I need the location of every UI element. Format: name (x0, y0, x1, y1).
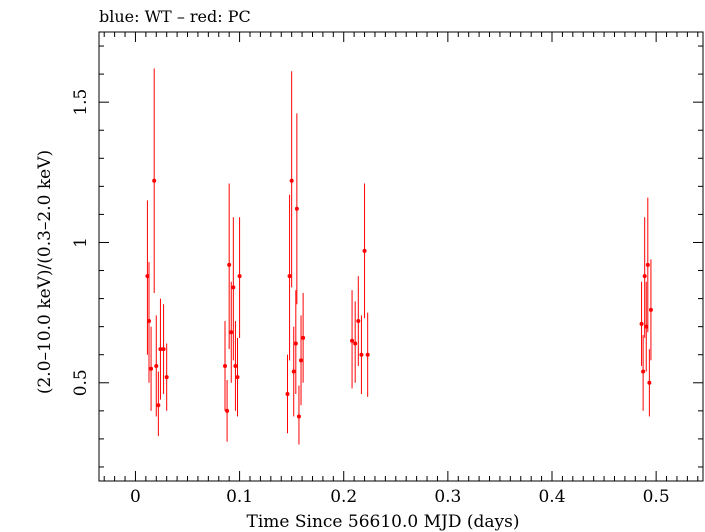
data-point (235, 337, 240, 417)
data-point (154, 315, 159, 417)
data-point (225, 379, 230, 442)
y-tick-label: 0.5 (71, 369, 91, 396)
data-point (237, 217, 242, 338)
data-marker (645, 262, 650, 267)
data-marker (161, 347, 166, 352)
x-tick-label: 0.5 (643, 487, 670, 507)
data-point (289, 71, 294, 288)
data-marker (641, 369, 646, 374)
data-point (285, 354, 290, 434)
data-marker (293, 341, 298, 346)
data-marker (356, 319, 361, 324)
data-marker (644, 324, 649, 329)
y-axis-label: (2.0–10.0 keV)/(0.3–2.0 keV) (35, 150, 55, 394)
data-marker (237, 274, 242, 279)
data-point (296, 385, 301, 445)
data-point (365, 312, 370, 397)
data-point (233, 321, 238, 411)
data-point (299, 315, 304, 406)
data-point (149, 326, 154, 411)
data-point (145, 200, 150, 355)
data-point (287, 194, 292, 361)
x-tick-label: 0.1 (226, 487, 253, 507)
data-marker (642, 274, 647, 279)
data-marker (145, 274, 150, 279)
data-marker (285, 392, 290, 397)
data-marker (648, 307, 653, 312)
data-marker (223, 363, 228, 368)
y-tick-label: 1.5 (71, 89, 91, 116)
data-marker (362, 248, 367, 253)
data-marker (353, 341, 358, 346)
data-point (294, 113, 299, 305)
data-marker (227, 262, 232, 267)
data-point (231, 217, 236, 361)
data-point (641, 335, 646, 411)
data-point (647, 349, 652, 417)
x-tick-label: 0.4 (538, 487, 565, 507)
x-tick-label: 0 (130, 487, 141, 507)
data-marker (289, 178, 294, 183)
data-point (164, 343, 169, 411)
chart-title: blue: WT – red: PC (99, 7, 251, 26)
data-point (158, 298, 163, 400)
data-point (161, 304, 166, 395)
data-point (301, 292, 306, 383)
axis-ticks (99, 32, 703, 481)
data-point (353, 301, 358, 383)
data-point (156, 371, 161, 437)
data-marker (154, 363, 159, 368)
plot-frame (98, 31, 704, 482)
data-marker (294, 206, 299, 211)
data-marker (149, 366, 154, 371)
data-marker (235, 375, 240, 380)
data-point (152, 68, 157, 293)
data-points (145, 68, 653, 445)
data-marker (350, 338, 355, 343)
data-point (362, 183, 367, 319)
y-tick-label: 1 (71, 237, 91, 248)
data-point (645, 197, 650, 333)
data-point (227, 183, 232, 350)
data-point (146, 262, 151, 383)
data-marker (287, 274, 292, 279)
data-marker (229, 330, 234, 335)
x-tick-label: 0.2 (330, 487, 357, 507)
data-marker (225, 408, 230, 413)
axis-tick-labels: 0 0.1 0.2 0.3 0.4 0.5 0.5 1 1.5 (71, 89, 670, 507)
data-marker (359, 352, 364, 357)
data-marker (231, 285, 236, 290)
x-tick-label: 0.3 (434, 487, 461, 507)
data-point (639, 281, 644, 366)
data-point (642, 217, 647, 338)
data-marker (158, 347, 163, 352)
data-marker (639, 321, 644, 326)
data-point (229, 281, 234, 383)
data-marker (301, 335, 306, 340)
data-marker (296, 414, 301, 419)
data-marker (164, 375, 169, 380)
data-point (293, 290, 298, 395)
data-marker (291, 369, 296, 374)
data-marker (152, 178, 157, 183)
data-point (291, 326, 296, 417)
data-point (359, 315, 364, 395)
data-point (356, 276, 361, 366)
data-point (648, 259, 653, 361)
x-axis-label: Time Since 56610.0 MJD (days) (247, 512, 520, 532)
data-marker (647, 380, 652, 385)
data-marker (233, 363, 238, 368)
data-point (644, 281, 649, 372)
data-point (223, 321, 228, 411)
data-marker (299, 358, 304, 363)
data-marker (156, 403, 161, 408)
data-marker (146, 319, 151, 324)
data-marker (365, 352, 370, 357)
data-point (350, 290, 355, 389)
